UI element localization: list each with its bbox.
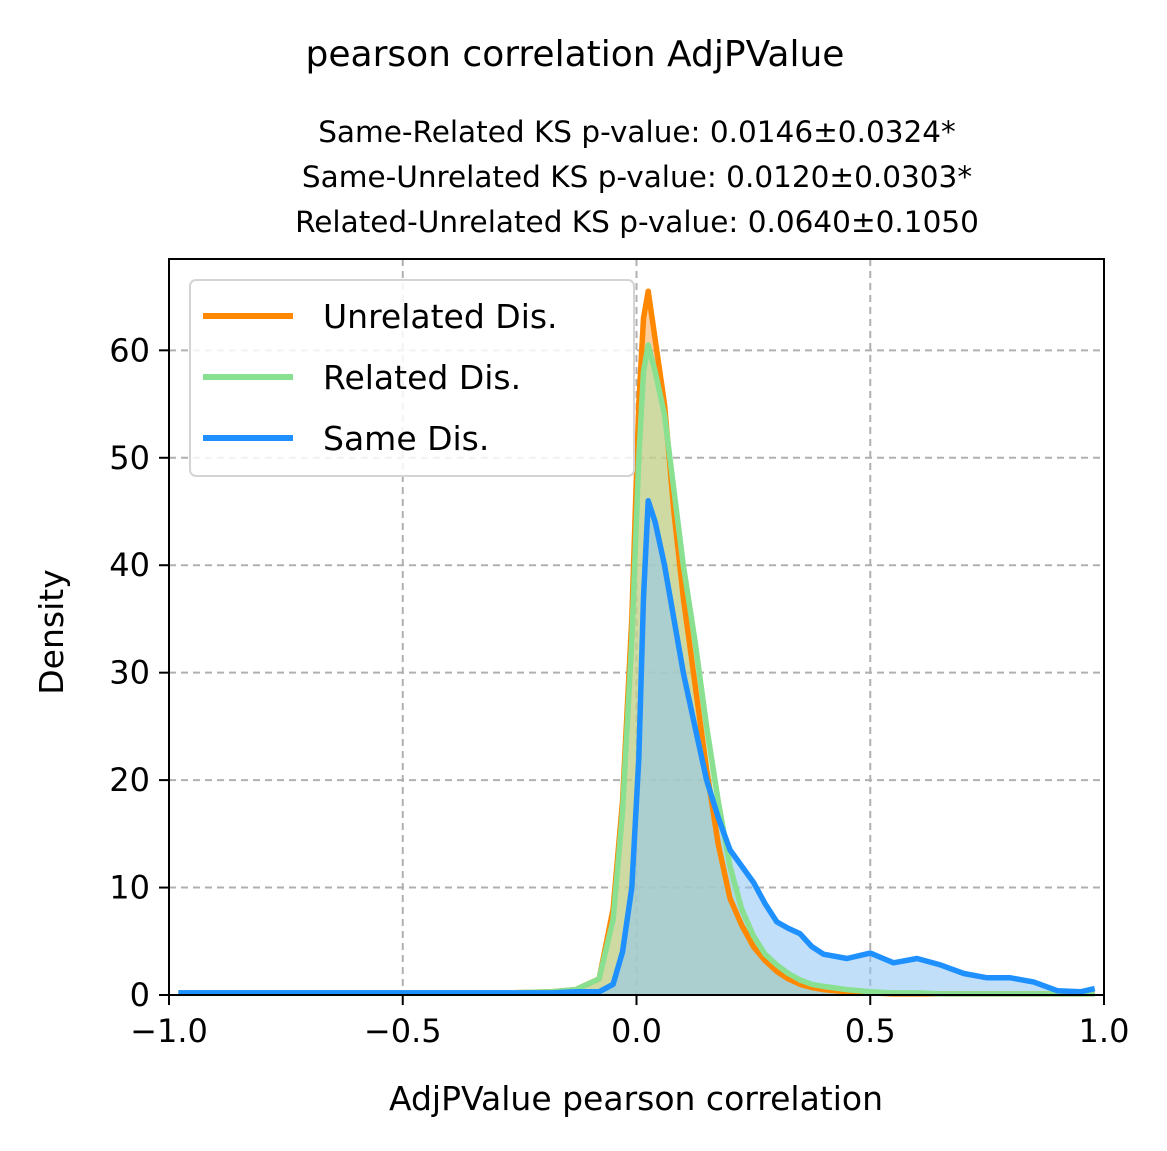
legend: Unrelated Dis. Related Dis. Same Dis. [189,279,635,477]
y-tick-label: 20 [109,761,150,799]
x-tick-label: −0.5 [364,1012,442,1050]
x-tick-label: 0.5 [845,1012,896,1050]
density-areas [178,291,1095,995]
x-axis-ticks: −1.0 −0.5 0.0 0.5 1.0 [130,995,1129,1050]
y-tick-label: 0 [130,976,150,1014]
y-tick-label: 40 [109,546,150,584]
legend-box [189,279,635,477]
subtitle-same-related: Same-Related KS p-value: 0.0146±0.0324* [318,115,956,149]
subtitle-related-unrelated: Related-Unrelated KS p-value: 0.0640±0.1… [295,205,979,239]
y-axis-ticks: 0 10 20 30 40 50 60 [109,331,169,1014]
legend-label-same-dis: Same Dis. [323,419,489,458]
y-tick-label: 50 [109,439,150,477]
density-lines [178,288,1096,997]
legend-label-related-dis: Related Dis. [323,358,521,397]
x-tick-label: −1.0 [130,1012,208,1050]
subtitle-same-unrelated: Same-Unrelated KS p-value: 0.0120±0.0303… [302,160,972,194]
legend-label-unrelated-dis: Unrelated Dis. [323,297,558,336]
line-same-dis [178,498,1096,996]
y-tick-label: 10 [109,869,150,907]
x-tick-label: 0.0 [611,1012,662,1050]
y-tick-label: 30 [109,654,150,692]
x-tick-label: 1.0 [1079,1012,1130,1050]
x-axis-label: AdjPValue pearson correlation [389,1079,883,1118]
area-same-dis [178,500,1095,995]
y-axis-label: Density [32,569,71,694]
y-tick-label: 60 [109,331,150,369]
area-related-dis [178,345,1095,995]
chart-title: pearson correlation AdjPValue [306,34,845,75]
